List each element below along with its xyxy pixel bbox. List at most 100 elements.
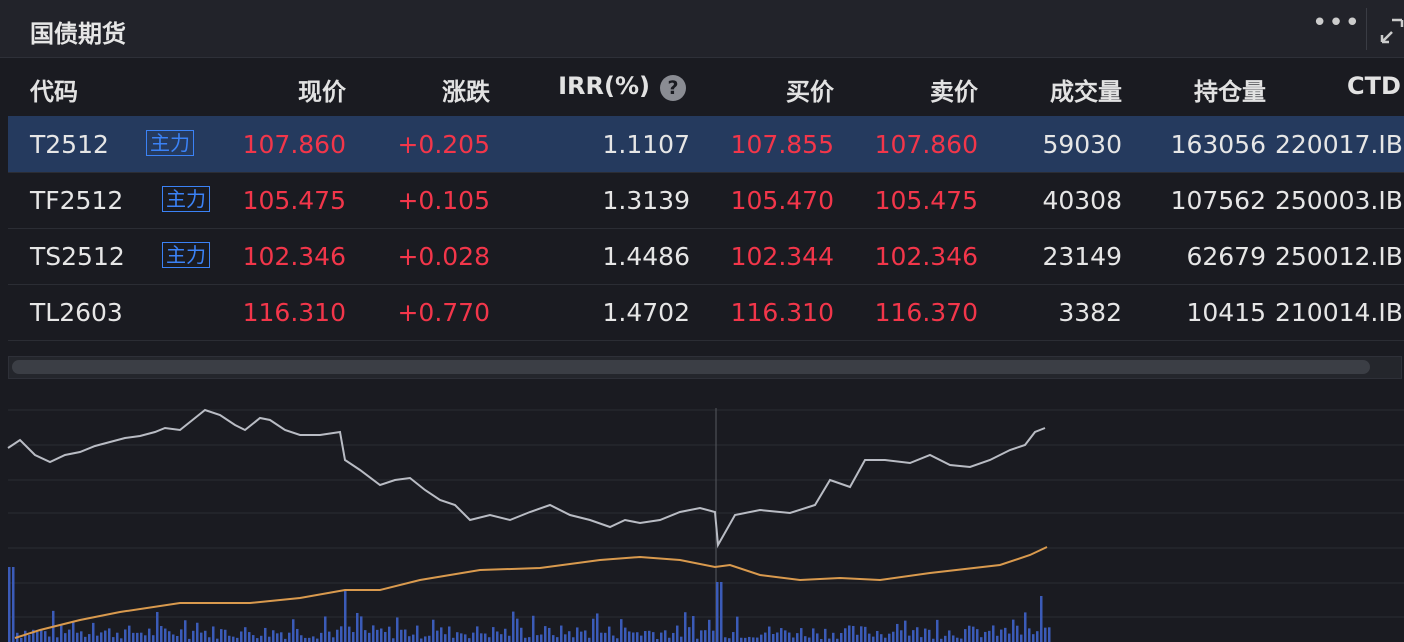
volume-bar — [724, 637, 727, 642]
volume-bar — [600, 632, 603, 642]
volume-bar — [36, 632, 39, 642]
volume-bar — [260, 635, 263, 642]
volume-bar — [1024, 612, 1027, 642]
cell-value: 102.346 — [874, 242, 978, 271]
volume-bar — [308, 637, 311, 642]
volume-bar — [412, 634, 415, 642]
volume-bar — [892, 631, 895, 642]
cell-value: 10415 — [1186, 298, 1266, 327]
row-code[interactable]: TL2603 — [30, 298, 123, 327]
volume-bar — [816, 633, 819, 642]
volume-bar — [344, 590, 347, 642]
volume-bar — [1032, 634, 1035, 642]
row-code[interactable]: T2512 — [30, 130, 109, 159]
cell-value: 102.344 — [730, 242, 834, 271]
volume-bar — [944, 635, 947, 642]
volume-bar — [840, 632, 843, 642]
volume-bar — [428, 635, 431, 642]
cell-value: 105.475 — [242, 186, 346, 215]
volume-bar — [1044, 627, 1047, 642]
volume-bar — [652, 632, 655, 642]
more-button[interactable]: ••• — [1312, 8, 1362, 38]
volume-bar — [420, 638, 423, 642]
volume-bar — [680, 636, 683, 642]
volume-bar — [484, 633, 487, 642]
volume-bar — [356, 612, 359, 642]
volume-bar — [32, 629, 35, 642]
volume-bar — [700, 630, 703, 642]
volume-bar — [460, 633, 463, 642]
volume-bar — [296, 628, 299, 642]
volume-bar — [60, 625, 63, 642]
volume-bar — [1008, 633, 1011, 642]
expand-button[interactable] — [1378, 16, 1404, 46]
volume-bar — [880, 634, 883, 642]
volume-bar — [936, 619, 939, 642]
volume-bar — [836, 638, 839, 642]
cell-value: 59030 — [1042, 130, 1122, 159]
volume-bar — [332, 637, 335, 642]
volume-bar — [520, 627, 523, 642]
volume-bar — [72, 621, 75, 642]
volume-bar — [24, 630, 27, 642]
cell-value: +0.105 — [397, 186, 490, 215]
volume-bar — [964, 629, 967, 642]
volume-bar — [392, 638, 395, 642]
cell-value: 163056 — [1170, 130, 1266, 159]
volume-bar — [932, 638, 935, 642]
volume-bar — [184, 620, 187, 642]
help-icon[interactable]: ? — [660, 75, 686, 101]
cell-value: 1.3139 — [602, 186, 690, 215]
row-code[interactable]: TS2512 — [30, 242, 125, 271]
volume-bar — [276, 633, 279, 642]
volume-bar — [1020, 634, 1023, 642]
volume-bar — [756, 637, 759, 642]
volume-bar — [888, 633, 891, 642]
volume-bar — [280, 632, 283, 642]
volume-bar — [248, 632, 251, 642]
volume-bar — [1036, 631, 1039, 642]
volume-bar — [636, 632, 639, 642]
volume-bar — [716, 582, 719, 642]
volume-bar — [1048, 627, 1051, 642]
volume-bar — [996, 635, 999, 642]
volume-bar — [640, 635, 643, 642]
volume-bar — [588, 637, 591, 642]
volume-bar — [112, 637, 115, 642]
volume-bar — [580, 631, 583, 642]
volume-bar — [364, 630, 367, 642]
volume-bar — [736, 616, 739, 642]
cell-value: 220017.IB — [1275, 130, 1403, 159]
volume-bar — [472, 632, 475, 642]
volume-bar — [968, 625, 971, 642]
volume-bar — [612, 635, 615, 642]
volume-bar — [440, 627, 443, 642]
row-code[interactable]: TF2512 — [30, 186, 124, 215]
volume-bar — [848, 625, 851, 642]
volume-bar — [804, 636, 807, 642]
volume-bar — [352, 632, 355, 642]
volume-bar — [284, 638, 287, 642]
cell-value: +0.770 — [397, 298, 490, 327]
volume-bar — [544, 626, 547, 642]
volume-bar — [376, 629, 379, 642]
divider — [1366, 8, 1367, 50]
volume-bar — [604, 632, 607, 642]
volume-bar — [488, 637, 491, 642]
volume-bar — [884, 637, 887, 642]
scrollbar-thumb[interactable] — [12, 360, 1370, 374]
volume-bar — [424, 636, 427, 642]
volume-bar — [792, 637, 795, 642]
volume-bar — [20, 637, 23, 642]
cell-value: 250012.IB — [1275, 242, 1403, 271]
volume-bar — [448, 626, 451, 642]
volume-bar — [404, 629, 407, 642]
volume-bar — [576, 627, 579, 642]
volume-bar — [852, 625, 855, 642]
main-contract-tag: 主力 — [162, 242, 210, 268]
volume-bar — [708, 619, 711, 642]
volume-bar — [40, 629, 43, 642]
volume-bar — [92, 622, 95, 642]
volume-bar — [468, 638, 471, 642]
cell-value: 1.1107 — [602, 130, 690, 159]
